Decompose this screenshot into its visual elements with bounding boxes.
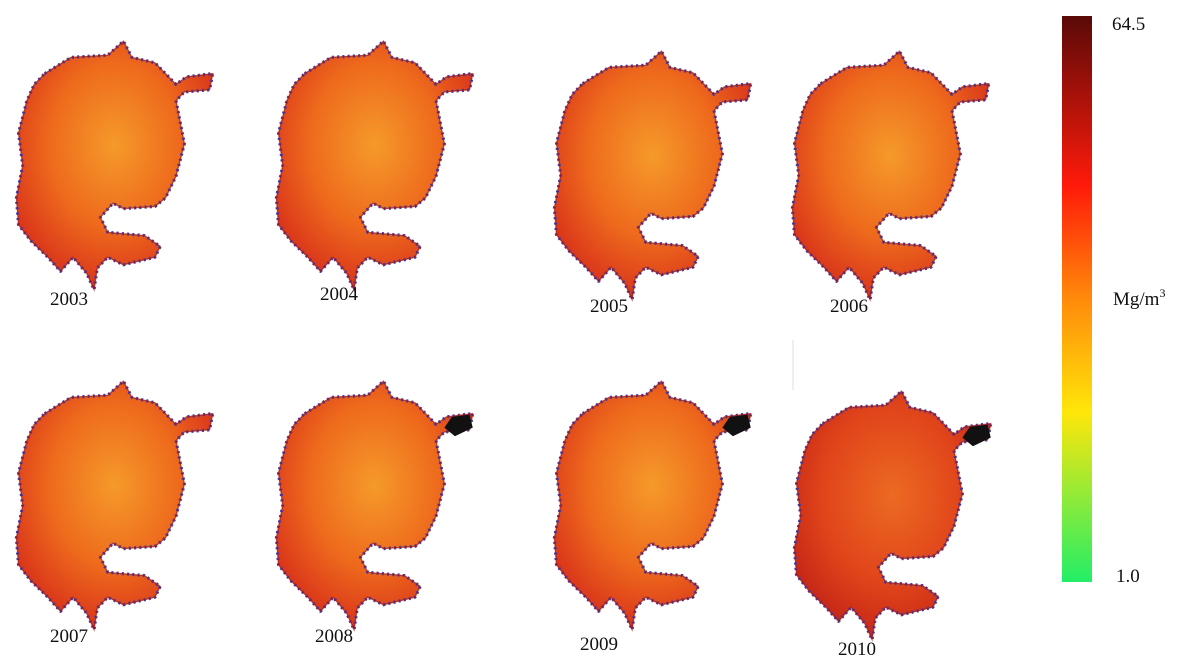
map-grid: [16, 41, 990, 639]
year-label: 2008: [315, 626, 353, 647]
year-label: 2009: [580, 634, 618, 655]
year-label: 2010: [838, 639, 876, 658]
lake-map: [554, 51, 750, 299]
lake-map: [794, 391, 990, 639]
year-label: 2004: [320, 284, 359, 305]
year-label: 2006: [830, 296, 868, 317]
unit-exponent: 3: [1159, 286, 1165, 300]
year-label: 2007: [50, 626, 88, 647]
lake-map: [16, 381, 212, 629]
lake-map: [276, 41, 472, 289]
unit-text: Mg/m: [1113, 289, 1160, 310]
lake-map: [554, 381, 750, 629]
lake-map: [276, 381, 472, 629]
year-label: 2003: [50, 289, 88, 310]
colorbar-unit: Mg/m3: [1113, 286, 1165, 310]
colorbar-max-label: 64.5: [1112, 14, 1145, 35]
colorbar: [1062, 16, 1092, 582]
figure: 64.5 1.0 Mg/m3 2003 2004 2005 2006 2007 2008 2…: [0, 0, 1186, 658]
colorbar-min-label: 1.0: [1116, 566, 1140, 587]
lake-map: [792, 51, 988, 299]
lake-map: [16, 41, 212, 289]
year-label: 2005: [590, 296, 628, 317]
